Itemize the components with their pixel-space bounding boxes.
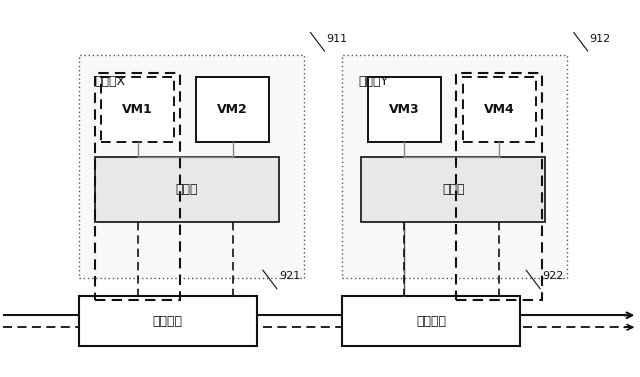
Bar [79, 55, 304, 277]
Text: VM4: VM4 [484, 103, 515, 116]
Text: 922: 922 [542, 271, 563, 281]
Bar [367, 77, 440, 142]
Bar [463, 77, 536, 142]
Text: VM3: VM3 [388, 103, 419, 116]
Text: スイッチ: スイッチ [416, 315, 446, 328]
Text: 912: 912 [589, 34, 611, 44]
Bar [196, 77, 269, 142]
Bar [101, 77, 174, 142]
Text: 制御部: 制御部 [175, 183, 198, 196]
Bar [342, 55, 568, 277]
Text: スイッチ: スイッチ [153, 315, 183, 328]
Text: VM2: VM2 [218, 103, 248, 116]
Bar [456, 74, 542, 300]
Bar [361, 157, 545, 222]
Bar [79, 296, 257, 346]
Text: VM1: VM1 [122, 103, 153, 116]
Bar [342, 296, 520, 346]
Text: 制御部: 制御部 [442, 183, 465, 196]
Text: 911: 911 [326, 34, 348, 44]
Text: 921: 921 [279, 271, 300, 281]
Bar [95, 157, 279, 222]
Text: サーバY: サーバY [358, 75, 388, 88]
Text: サーバX: サーバX [95, 75, 126, 88]
Bar [95, 74, 180, 300]
